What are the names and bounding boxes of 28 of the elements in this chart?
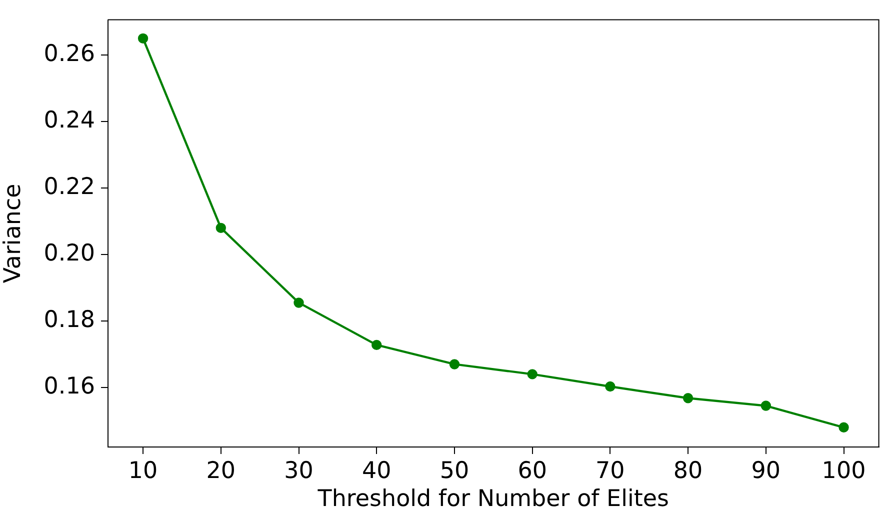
x-tick-label: 60 [518, 458, 547, 484]
x-axis-title: Threshold for Number of Elites [316, 486, 670, 512]
point [449, 359, 460, 370]
point [294, 298, 304, 308]
point [138, 33, 148, 44]
x-tick-label: 30 [284, 458, 314, 484]
y-tick-label: 0.18 [44, 306, 95, 333]
x-tick-label: 40 [362, 458, 392, 484]
point [760, 400, 772, 411]
point [605, 381, 616, 392]
point [838, 422, 849, 432]
x-tick-label: 80 [673, 458, 703, 484]
x-tick-label: 90 [751, 458, 781, 484]
x-tick-label: 10 [128, 458, 158, 484]
x-tick-label: 50 [440, 458, 470, 484]
point [527, 369, 538, 380]
y-tick-label: 0.26 [44, 41, 95, 68]
point [216, 222, 226, 234]
point [682, 393, 694, 404]
y-tick-label: 0.20 [44, 240, 95, 266]
y-tick-label: 0.22 [44, 174, 95, 200]
x-tick-label: 70 [596, 458, 625, 484]
y-tick-label: 0.16 [44, 373, 95, 400]
point [372, 340, 382, 350]
x-tick-label: 20 [206, 458, 236, 484]
x-tick-label: 100 [822, 458, 866, 484]
y-axis-title: Variance [0, 184, 26, 284]
y-tick-label: 0.24 [44, 108, 95, 134]
